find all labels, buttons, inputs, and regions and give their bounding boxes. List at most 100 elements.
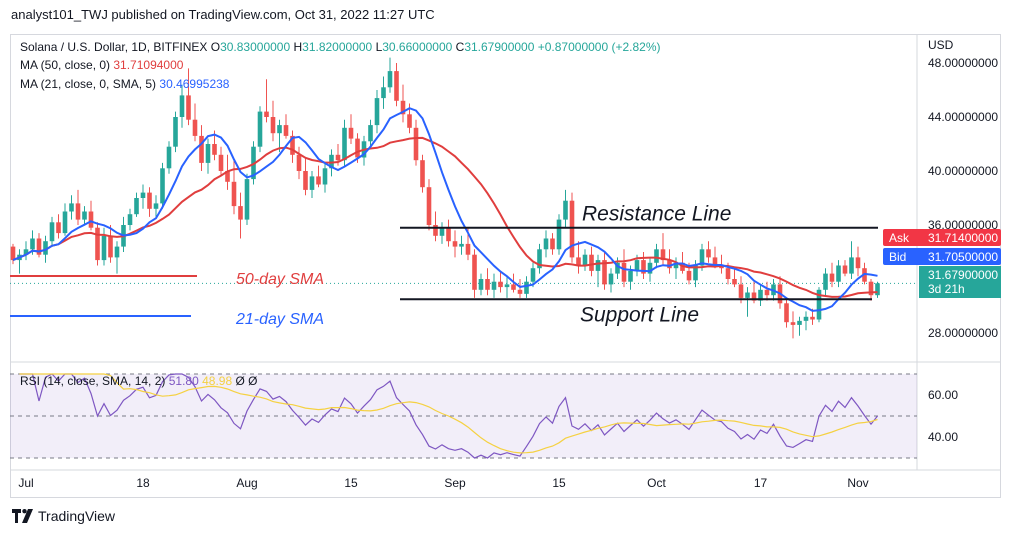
- candle-body: [88, 211, 94, 228]
- tradingview-logo-icon: [12, 509, 33, 523]
- candle-body: [413, 127, 419, 161]
- ma50-line: [12, 136, 878, 298]
- rsi-legend: RSI (14, close, SMA, 14, 2) 51.80 48.98 …: [20, 374, 258, 388]
- candle-body: [225, 171, 230, 182]
- candle-body: [335, 154, 341, 161]
- candle-body: [160, 168, 165, 204]
- candle-body: [524, 281, 529, 294]
- ma21-line: [12, 107, 878, 312]
- candle-body: [660, 249, 666, 261]
- support-label: Support Line: [580, 303, 699, 326]
- rsi-tick-label: 60.00: [928, 388, 958, 402]
- footer[interactable]: TradingView: [12, 508, 115, 524]
- candle-body: [634, 260, 640, 271]
- candle-body: [218, 154, 224, 171]
- candle-body: [758, 289, 763, 301]
- candle-body: [186, 95, 191, 120]
- rsi-line: [19, 373, 878, 459]
- candle-body: [569, 200, 575, 258]
- candle-body: [49, 222, 55, 242]
- candle-body: [719, 265, 724, 269]
- candle-body: [439, 227, 445, 236]
- candle-body: [95, 227, 100, 261]
- candle-body: [517, 289, 523, 294]
- y-tick-label: 48.00000000: [928, 56, 998, 70]
- candle-body: [381, 87, 386, 99]
- candle-body: [615, 262, 620, 274]
- candle-body: [166, 146, 172, 169]
- candle-body: [868, 281, 874, 296]
- rsi-pane[interactable]: 60.00 40.00 RSI (14, close, SMA, 14, 2) 51…: [10, 373, 958, 459]
- candle-body: [823, 273, 828, 290]
- sma21-label: 21-day SMA: [235, 311, 324, 328]
- candle-body: [23, 249, 29, 255]
- candle-body: [43, 241, 48, 255]
- candle-body: [205, 144, 211, 163]
- bid-tag-label: Bid: [889, 250, 906, 264]
- x-tick-label: Jul: [18, 476, 33, 490]
- last-price-value: 31.67900000: [928, 268, 998, 282]
- y-tick-label: 40.00000000: [928, 164, 998, 178]
- candle-body: [491, 281, 497, 290]
- price-axis[interactable]: USD 48.00000000 44.00000000 40.00000000 36.0…: [928, 38, 998, 340]
- candle-body: [10, 246, 16, 261]
- candle-body: [322, 168, 328, 185]
- x-tick-label: Sep: [444, 476, 466, 490]
- candle-body: [426, 187, 432, 225]
- candle-body: [309, 176, 315, 190]
- candle-body: [296, 154, 302, 171]
- candle-body: [394, 71, 399, 101]
- candle-body: [550, 238, 555, 250]
- candle-body: [433, 225, 438, 236]
- bid-tag: [883, 248, 1001, 265]
- candle-body: [738, 284, 744, 298]
- rsi-tick-label: 40.00: [928, 430, 958, 444]
- candle-body: [563, 200, 568, 220]
- candle-body: [836, 265, 841, 282]
- candle-body: [556, 219, 562, 250]
- ma50-legend: MA (50, close, 0) 31.71094000: [20, 58, 184, 72]
- candle-body: [595, 260, 601, 271]
- candle-body: [706, 249, 711, 258]
- candles: [10, 57, 880, 339]
- price-tags: Ask 31.71400000 Bid 31.70500000 31.679000003…: [883, 229, 1001, 298]
- x-tick-label: 15: [552, 476, 566, 490]
- candle-body: [576, 257, 581, 266]
- candle-body: [725, 268, 731, 279]
- candle-body: [36, 238, 42, 255]
- candle-body: [641, 260, 646, 274]
- candle-body: [732, 279, 737, 285]
- candle-body: [238, 206, 243, 220]
- candle-body: [621, 262, 627, 282]
- candle-body: [173, 117, 178, 147]
- candle-body: [303, 171, 308, 190]
- candle-body: [647, 262, 653, 274]
- candle-body: [244, 179, 250, 220]
- candle-body: [316, 176, 321, 185]
- candle-body: [329, 154, 334, 169]
- candle-body: [75, 203, 81, 220]
- candle-body: [498, 281, 503, 288]
- candle-body: [374, 98, 380, 126]
- candle-body: [849, 257, 854, 274]
- candle-body: [62, 211, 68, 234]
- candle-body: [407, 114, 412, 128]
- time-axis[interactable]: Jul 18 Aug 15 Sep 15 Oct 17 Nov: [18, 476, 868, 490]
- candle-body: [277, 125, 282, 134]
- candle-body: [264, 111, 269, 117]
- ma21-legend: MA (21, close, 0, SMA, 5) 30.46995238: [20, 77, 230, 91]
- candle-body: [803, 316, 809, 321]
- candle-body: [192, 119, 198, 136]
- y-tick-label: 28.00000000: [928, 326, 998, 340]
- annotations: Resistance Line Support Line 50-day SMA 21-…: [10, 203, 878, 328]
- candle-body: [784, 303, 789, 323]
- y-tick-label: 36.00000000: [928, 218, 998, 232]
- candle-body: [101, 235, 107, 261]
- candle-body: [602, 260, 607, 285]
- candle-body: [179, 95, 185, 117]
- candle-body: [485, 279, 490, 290]
- candle-body: [855, 257, 861, 269]
- candle-body: [127, 214, 133, 225]
- candle-body: [400, 100, 406, 115]
